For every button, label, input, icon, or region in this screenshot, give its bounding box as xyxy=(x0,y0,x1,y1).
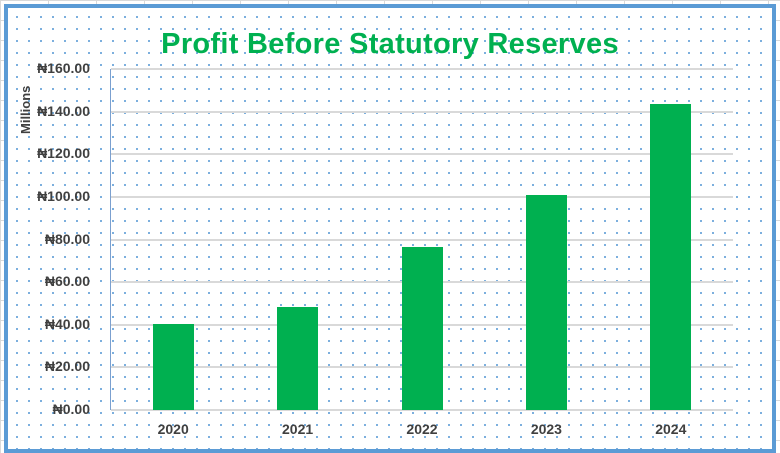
gridline xyxy=(111,110,733,113)
y-tick-label: ₦60.00 xyxy=(44,273,90,290)
bar-2022[interactable] xyxy=(401,246,443,410)
chart-title: Profit Before Statutory Reserves xyxy=(161,28,619,60)
y-tick-label: ₦140.00 xyxy=(37,102,90,119)
y-tick-label: ₦80.00 xyxy=(44,230,90,247)
y-tick-label: ₦20.00 xyxy=(44,358,90,375)
x-tick-label: 2024 xyxy=(655,421,687,437)
x-tick-label: 2023 xyxy=(530,421,562,437)
y-tick-label: ₦40.00 xyxy=(44,315,90,332)
bar-2020[interactable] xyxy=(152,323,194,410)
bar-2021[interactable] xyxy=(277,307,319,410)
gridline xyxy=(111,68,733,70)
bar-2023[interactable] xyxy=(525,194,567,410)
y-tick-label: ₦160.00 xyxy=(37,60,90,76)
chart-area[interactable]: Profit Before Statutory Reserves Million… xyxy=(4,4,776,453)
y-tick-label: ₦100.00 xyxy=(37,187,90,204)
y-tick-label: ₦0.00 xyxy=(52,401,90,417)
gridline xyxy=(111,409,733,411)
x-tick-label: 2020 xyxy=(157,421,189,437)
y-tick-label: ₦120.00 xyxy=(37,145,90,162)
gridline xyxy=(111,238,733,241)
plot-area: 2020 2021 2022 2023 2024 xyxy=(110,68,733,437)
bar-2024[interactable] xyxy=(650,103,692,410)
gridline xyxy=(111,195,733,198)
gridline xyxy=(111,153,733,156)
x-tick-label: 2022 xyxy=(406,421,438,437)
x-tick-label: 2021 xyxy=(282,421,314,437)
